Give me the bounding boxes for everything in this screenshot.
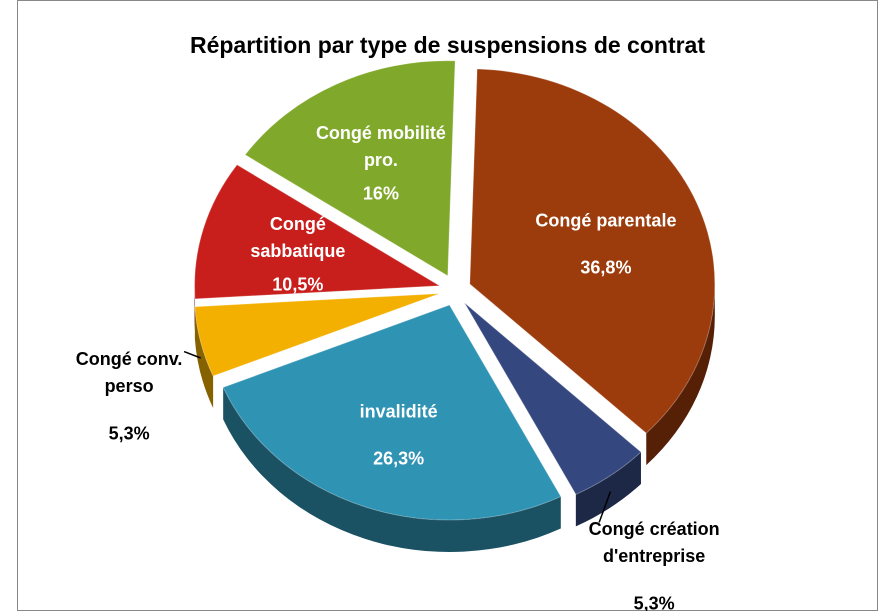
leader-line xyxy=(598,491,612,523)
chart-title: Répartition par type de suspensions de c… xyxy=(189,32,706,58)
slice-label: Congé parentale xyxy=(535,210,677,231)
slice-side xyxy=(223,387,561,553)
slice-label: Congé sabbatique xyxy=(250,213,346,261)
slice-value: 16% xyxy=(362,183,399,204)
slice-value: 10,5% xyxy=(272,274,324,295)
slice xyxy=(464,302,642,496)
slice-value: 5,3% xyxy=(108,423,150,444)
slice-side xyxy=(194,306,214,408)
slice-label: Congé création d'entreprise xyxy=(588,519,720,567)
slice-side xyxy=(575,452,641,527)
slice-label: Congé mobilité pro. xyxy=(315,122,446,170)
slice xyxy=(222,304,562,521)
leader-line xyxy=(183,350,201,359)
slice-label: Congé conv. perso xyxy=(75,348,183,396)
slice-side xyxy=(646,283,715,466)
slice xyxy=(194,164,442,300)
slice xyxy=(469,68,716,434)
slice xyxy=(244,60,456,277)
slice-value: 26,3% xyxy=(373,448,425,469)
slice-value: 5,3% xyxy=(633,593,675,611)
slice-label: invalidité xyxy=(359,401,438,422)
slice-value: 36,8% xyxy=(580,257,632,278)
slice xyxy=(194,293,440,377)
